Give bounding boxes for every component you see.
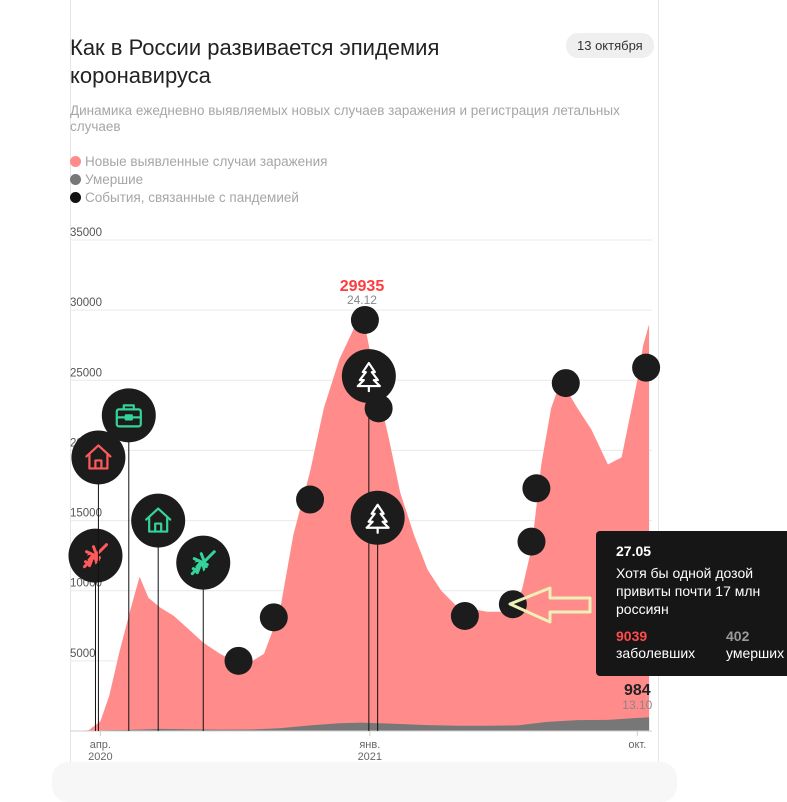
x-tick-label: янв. (359, 739, 380, 751)
legend-swatch-cases (70, 155, 81, 167)
y-tick-label: 30000 (70, 297, 102, 309)
event-marker (131, 493, 186, 548)
legend-swatch-deaths (70, 173, 81, 185)
chart-subtitle: Динамика ежедневно выявляемых новых случ… (70, 103, 620, 134)
x-tick-label: апр. (90, 739, 111, 751)
house-body (148, 516, 169, 533)
house-roof (85, 444, 112, 458)
legend-item-cases: Новые выявленные случаи заражения (70, 152, 327, 170)
event-marker (450, 601, 479, 630)
plane-body (86, 544, 107, 565)
event-marker (259, 603, 288, 632)
tooltip-cases-value: 9039 (616, 628, 648, 644)
plane-icon (190, 550, 216, 576)
event-marker (551, 369, 580, 398)
briefcase-lock (124, 414, 133, 421)
deaths-area (70, 717, 650, 731)
briefcase-icon (115, 404, 142, 428)
pointer-arrow (508, 586, 592, 624)
chart-legend: Новые выявленные случаи заражения Умерши… (70, 152, 327, 206)
event-tooltip: 27.05 Хотя бы одной дозой привиты почти … (596, 531, 787, 676)
next-card (52, 762, 677, 802)
right-frame-line (658, 0, 659, 775)
tooltip-date: 27.05 (616, 543, 652, 559)
epidemic-chart: 5000100001500020000250003000035000апр.20… (68, 227, 661, 763)
event-marker (364, 394, 393, 423)
legend-label-cases: Новые выявленные случаи заражения (85, 153, 328, 169)
event-marker (224, 646, 253, 675)
y-tick-label: 35000 (70, 227, 102, 239)
tooltip-deaths-value: 402 (726, 628, 750, 644)
legend-item-events: События, связанные с пандемией (70, 188, 327, 206)
peak-value-label: 29935 (340, 278, 385, 295)
tooltip-text: Хотя бы одной дозой привиты почти 17 млн… (616, 565, 761, 617)
x-tick-year: 2021 (358, 751, 382, 763)
legend-swatch-events (70, 191, 81, 203)
page-title: Как в России развивается эпидемия корона… (70, 35, 440, 88)
event-marker (350, 490, 405, 545)
plane-icon (82, 543, 108, 569)
y-tick-label: 15000 (70, 508, 102, 520)
tooltip-deaths-label: умерших (726, 645, 785, 661)
latest-date-label: 13.10 (622, 698, 652, 712)
latest-value-label: 984 (624, 682, 651, 699)
peak-date-label: 24.12 (347, 293, 377, 307)
house-door (94, 459, 103, 470)
event-marker (632, 353, 661, 382)
legend-item-deaths: Умершие (70, 170, 327, 188)
house-door (154, 522, 163, 533)
event-marker (296, 485, 325, 514)
event-marker (350, 305, 379, 334)
event-marker (71, 430, 126, 485)
x-tick-label: окт. (628, 739, 646, 751)
left-frame-line (70, 0, 71, 775)
date-badge: 13 октября (566, 33, 654, 58)
tooltip-cases-label: заболевших (616, 645, 696, 661)
briefcase-handle (122, 404, 135, 411)
tree-icon (356, 361, 381, 393)
legend-label-deaths: Умершие (85, 171, 144, 187)
house-roof (145, 507, 172, 521)
event-marker (341, 349, 396, 404)
house-icon (85, 444, 112, 470)
y-tick-label: 5000 (70, 648, 96, 660)
house-icon (145, 507, 172, 533)
x-tick-year: 2020 (88, 751, 112, 763)
house-body (88, 453, 109, 470)
event-marker (517, 527, 546, 556)
plane-body (194, 551, 215, 572)
legend-label-events: События, связанные с пандемией (85, 189, 299, 205)
y-tick-label: 25000 (70, 367, 102, 379)
tree-icon (365, 503, 390, 534)
event-marker (522, 474, 551, 503)
